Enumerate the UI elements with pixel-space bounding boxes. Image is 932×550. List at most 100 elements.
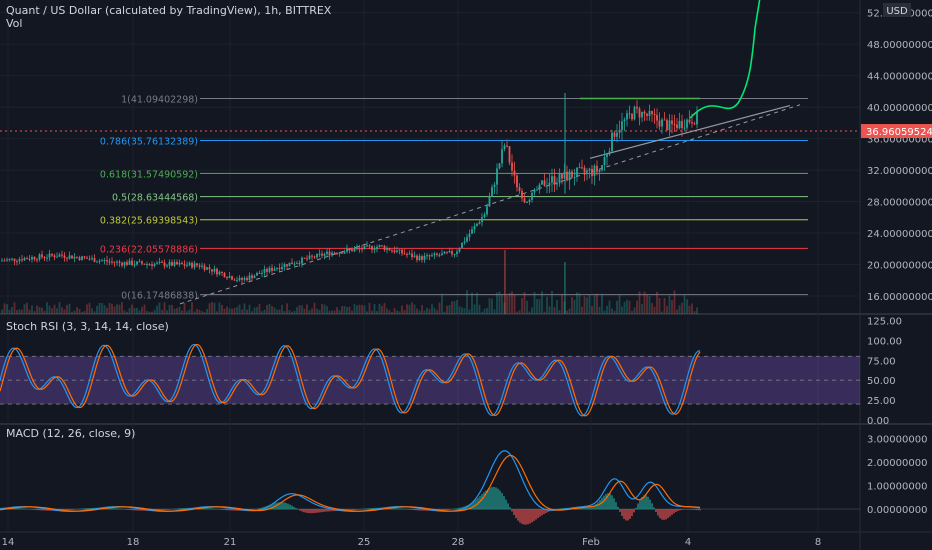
volume-bar	[516, 311, 518, 314]
macd-line	[0, 450, 701, 512]
candle-body	[176, 262, 178, 265]
volume-bar	[636, 300, 638, 314]
macd-histogram-bar	[483, 492, 485, 510]
macd-histogram-bar	[261, 507, 263, 510]
candle-body	[111, 261, 113, 263]
macd-histogram-bar	[25, 508, 27, 510]
volume-bar	[413, 304, 416, 314]
time-tick-label: 8	[815, 537, 821, 548]
candle-body	[66, 257, 68, 259]
volume-bar	[106, 307, 108, 314]
candle-body	[126, 262, 128, 265]
macd-histogram-bar	[221, 509, 223, 510]
macd-histogram-bar	[329, 509, 331, 512]
macd-histogram-bar	[393, 508, 395, 510]
candle-body	[518, 187, 521, 191]
candle-body	[216, 268, 218, 275]
macd-histogram-bar	[579, 507, 581, 510]
candle-body	[213, 268, 216, 272]
macd-signal-line	[0, 454, 701, 512]
macd-tick-label: 0.00000000	[867, 505, 927, 516]
volume-bar	[461, 307, 463, 314]
macd-histogram-bar	[69, 509, 71, 511]
fibonacci-retracement[interactable]: 1.618(56.49406052)1(41.09402298)0.786(35…	[100, 0, 808, 302]
volume-bar	[468, 309, 471, 314]
macd-histogram-bar	[305, 509, 307, 513]
macd-histogram-bar	[389, 507, 391, 510]
volume-bar	[626, 299, 628, 314]
candle-body	[148, 263, 151, 265]
macd-histogram-bar	[685, 509, 687, 510]
macd-histogram-bar	[19, 508, 21, 510]
volume-bar	[631, 310, 633, 314]
candle-body	[521, 190, 523, 199]
volume-bar	[71, 311, 73, 314]
macd-histogram-bar	[109, 507, 111, 510]
volume-bar	[351, 310, 353, 314]
volume-bar	[666, 306, 668, 314]
candle-body	[143, 263, 146, 265]
volume-bar	[211, 302, 213, 314]
candle-body	[233, 279, 236, 281]
candle-body	[468, 233, 471, 238]
volume-bar	[361, 304, 363, 314]
volume-bar	[411, 302, 413, 314]
candle-body	[453, 254, 456, 256]
volume-bar	[41, 307, 43, 314]
candle-body	[376, 246, 378, 250]
candle-body	[56, 256, 58, 258]
candle-body	[141, 261, 143, 264]
volume-bars	[1, 250, 698, 314]
projection-path[interactable]	[689, 0, 770, 119]
candle-body	[356, 248, 358, 250]
volume-bar	[638, 291, 641, 314]
currency-badge[interactable]	[883, 3, 911, 17]
macd-histogram-bar	[71, 509, 73, 510]
macd-histogram-bar	[473, 501, 475, 510]
candle-body	[128, 260, 131, 265]
macd-histogram-bar	[581, 507, 583, 510]
candle-body	[611, 132, 613, 152]
volume-bar	[536, 298, 538, 314]
volume-bar	[228, 308, 231, 314]
macd-histogram-bar	[369, 508, 371, 510]
candle-body	[566, 171, 568, 181]
volume-bar	[276, 309, 278, 314]
candle-body	[561, 173, 563, 179]
time-tick-label: 18	[127, 537, 140, 548]
volume-bar	[126, 311, 128, 314]
candle-body	[121, 262, 123, 266]
candle-body	[123, 262, 126, 266]
candle-body	[48, 253, 51, 258]
volume-bar	[543, 311, 546, 314]
macd-histogram-bar	[651, 503, 653, 510]
candle-body	[131, 260, 133, 266]
candle-body	[138, 261, 141, 263]
candle-body	[381, 245, 383, 247]
macd-histogram-bar	[597, 502, 599, 510]
macd-histogram-bar	[533, 509, 535, 521]
macd-histogram-bar	[505, 499, 507, 510]
candle-body	[398, 249, 401, 251]
macd-histogram-bar	[617, 506, 619, 510]
candle-body	[263, 269, 266, 273]
candle-body	[573, 177, 576, 179]
volume-bar	[653, 306, 656, 314]
candle-body	[238, 277, 241, 281]
volume-bar	[566, 310, 568, 314]
volume-bar	[586, 297, 588, 314]
candle-body	[553, 176, 556, 185]
macd-histogram-bar	[67, 509, 69, 511]
trend-lines[interactable]	[179, 97, 801, 305]
last-price-badge	[861, 124, 932, 139]
macd-histogram-bar	[231, 509, 233, 511]
candle-body	[336, 252, 338, 254]
macd-histogram-bar	[491, 487, 493, 510]
volume-bar	[173, 308, 176, 314]
macd-histogram-bar	[665, 509, 667, 520]
volume-bar	[623, 301, 626, 314]
candle-body	[646, 113, 648, 116]
candle-body	[631, 113, 633, 120]
macd-histogram-bar	[541, 509, 543, 516]
